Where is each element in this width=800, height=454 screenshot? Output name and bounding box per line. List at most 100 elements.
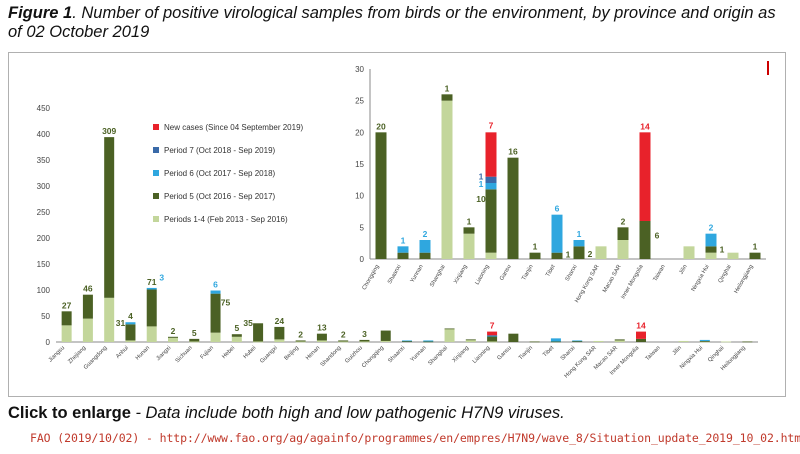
- footer-note: Data include both high and low pathogeni…: [145, 404, 565, 422]
- main-bar-total-label: 309: [102, 126, 116, 136]
- main-bar-p14-hebei: [231, 336, 242, 342]
- main-bar-p14-shandong: [338, 341, 349, 343]
- main-x-tick-label: Ningxia Hui: [679, 345, 704, 370]
- main-bar-p14-sichuan: [189, 341, 200, 343]
- inset-y-tick-label: 25: [355, 97, 364, 106]
- main-y-tick-label: 400: [37, 130, 51, 139]
- inset-bar-p5-liaoning: [485, 189, 497, 253]
- click-to-enlarge-link[interactable]: Click to enlarge: [8, 404, 131, 422]
- main-bar-p5-hebei: [231, 334, 242, 337]
- main-bar-p14-macao-sar: [614, 340, 625, 342]
- inset-y-tick-label: 20: [355, 128, 364, 137]
- figure-caption-text: . Number of positive virological samples…: [8, 4, 776, 41]
- chart-frame[interactable]: [8, 52, 786, 397]
- chart-canvas[interactable]: 05010015020025030035040045027Jiangsu46Zh…: [8, 52, 784, 395]
- inset-bar-p6-tibet: [551, 214, 563, 253]
- main-bar-p5-shanghai: [444, 328, 455, 330]
- main-x-tick-label: Anhui: [115, 345, 130, 360]
- main-bar-extra-label: 31: [116, 318, 126, 328]
- legend-label-new: New cases (Since 04 September 2019): [164, 123, 304, 132]
- main-bar-total-label: 7: [490, 321, 495, 331]
- inset-x-tick-label: Tibet: [545, 264, 557, 278]
- inset-bar-label: 10: [476, 194, 486, 204]
- main-bar-total-label: 2: [298, 329, 303, 339]
- main-bar-p6-liaoning: [487, 335, 498, 337]
- inset-bar-label: 1: [533, 242, 538, 252]
- inset-x-tick-label: Taiwan: [653, 264, 667, 283]
- inset-x-tick-label: Xinjiang: [453, 264, 469, 285]
- inset-bar-label: 1: [577, 229, 582, 239]
- main-bar-p5-shanxi: [572, 340, 583, 342]
- legend-label-p7: Period 7 (Oct 2018 - Sep 2019): [164, 146, 276, 155]
- main-bar-p5-tianjin: [529, 341, 540, 343]
- main-bar-p7-liaoning: [487, 335, 498, 337]
- inset-bar-label: 1: [720, 245, 725, 255]
- inset-y-tick-label: 30: [355, 65, 364, 74]
- inset-bar-p5-ningxia-hui: [705, 246, 717, 253]
- inset-x-tick-label: Jilin: [679, 264, 689, 276]
- main-bar-p6-tibet: [550, 338, 561, 342]
- main-bar-p5-liaoning: [487, 336, 498, 342]
- legend-swatch-p7: [153, 147, 159, 153]
- inset-bar-p14-macao-sar: [617, 240, 629, 259]
- main-bar-total-label: 27: [62, 300, 72, 310]
- main-x-tick-label: Shanghai: [427, 345, 449, 367]
- inset-bar-label: 1: [479, 172, 484, 182]
- inset-bar-label: 7: [489, 120, 494, 130]
- inset-bar-label: 1: [445, 83, 450, 93]
- inset-bar-p6-ningxia-hui: [705, 233, 717, 247]
- main-x-tick-label: Liaoning: [472, 345, 492, 365]
- main-bar-total-label: 71: [147, 277, 157, 287]
- main-bar-p14-qinghai: [721, 341, 732, 343]
- main-x-tick-label: Guangxi: [259, 345, 279, 365]
- main-x-tick-label: Shanxi: [560, 345, 577, 362]
- inset-bar-p6-yunnan: [419, 240, 431, 253]
- main-bar-p5-sichuan: [189, 338, 200, 342]
- inset-bar-label: 6: [655, 231, 660, 241]
- main-x-tick-label: Qinghai: [707, 345, 725, 363]
- inset-bar-label: 6: [555, 204, 560, 214]
- main-bar-total-label: 5: [234, 323, 239, 333]
- main-x-tick-label: Zhejiang: [67, 345, 87, 365]
- main-bar-p14-fujian: [210, 332, 221, 342]
- inset-bar-p14-hong-kong-sar: [595, 246, 607, 259]
- main-bar-p14-ningxia-hui: [699, 341, 710, 343]
- main-bar-total-label: 3: [362, 329, 367, 339]
- inset-x-tick-label: Shanghai: [429, 264, 446, 288]
- inset-bar-p5-yunnan: [419, 252, 431, 259]
- main-x-tick-label: Fujian: [200, 345, 215, 360]
- main-x-tick-label: Tianjin: [518, 345, 534, 361]
- inset-x-tick-label: Inner Mongolia: [620, 263, 645, 300]
- main-bar-total-label: 13: [317, 323, 327, 333]
- main-bar-p14-shanghai: [444, 329, 455, 342]
- inset-y-tick-label: 0: [360, 255, 365, 264]
- main-bar-total-label: 46: [83, 284, 93, 294]
- inset-bar-p6-shaanxi: [397, 246, 409, 253]
- inset-bar-label: 1: [401, 235, 406, 245]
- inset-bar-label: 2: [588, 249, 593, 259]
- main-y-tick-label: 50: [41, 312, 50, 321]
- inset-bar-p5-chongqing: [375, 132, 387, 259]
- main-y-tick-label: 300: [37, 182, 51, 191]
- inset-bar-label: 2: [423, 229, 428, 239]
- main-bar-new-liaoning: [487, 331, 498, 336]
- inset-x-tick-label: Ningxia Hui: [691, 264, 711, 293]
- main-bar-p14-jilin: [678, 340, 689, 342]
- legend-swatch-p14: [153, 216, 159, 222]
- main-bar-p5-gansu: [508, 333, 519, 342]
- main-bar-p5-xinjiang: [465, 339, 476, 341]
- figure-footer: Click to enlarge - Data include both hig…: [8, 404, 565, 423]
- inset-x-tick-label: Chongqing: [362, 264, 381, 291]
- main-bar-total-label: 5: [192, 328, 197, 338]
- main-y-tick-label: 100: [37, 286, 51, 295]
- inset-bar-p14-ningxia-hui: [705, 252, 717, 259]
- inset-y-tick-label: 15: [355, 160, 364, 169]
- main-x-tick-label: Jilin: [672, 345, 683, 356]
- footer-separator: -: [130, 404, 146, 422]
- main-bar-p14-xinjiang: [465, 339, 476, 342]
- main-bar-p5-guizhou: [359, 339, 370, 342]
- inset-x-tick-label: Tianjin: [521, 264, 535, 282]
- inset-bar-p14-qinghai: [727, 252, 739, 259]
- main-y-tick-label: 0: [46, 338, 51, 347]
- main-bar-p5-shaanxi: [402, 340, 412, 342]
